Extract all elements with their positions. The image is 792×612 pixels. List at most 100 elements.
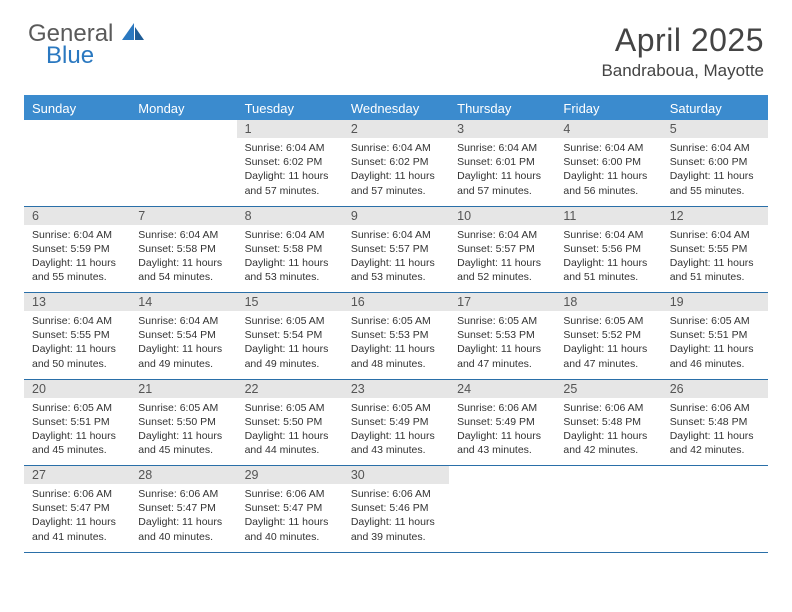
day-number: 21 [130, 380, 236, 398]
daylight-text: Daylight: 11 hours and 43 minutes. [351, 429, 445, 457]
dayname-thursday: Thursday [449, 96, 555, 120]
sunset-text: Sunset: 5:57 PM [351, 242, 445, 256]
day-number: 9 [343, 207, 449, 225]
day-body: Sunrise: 6:06 AMSunset: 5:46 PMDaylight:… [343, 484, 449, 547]
sunrise-text: Sunrise: 6:04 AM [563, 141, 657, 155]
day-cell: 12Sunrise: 6:04 AMSunset: 5:55 PMDayligh… [662, 207, 768, 293]
day-number-empty [24, 120, 130, 138]
sunset-text: Sunset: 5:47 PM [245, 501, 339, 515]
day-body: Sunrise: 6:06 AMSunset: 5:47 PMDaylight:… [237, 484, 343, 547]
daylight-text: Daylight: 11 hours and 48 minutes. [351, 342, 445, 370]
day-number: 6 [24, 207, 130, 225]
day-cell: 7Sunrise: 6:04 AMSunset: 5:58 PMDaylight… [130, 207, 236, 293]
day-number: 7 [130, 207, 236, 225]
day-cell: 19Sunrise: 6:05 AMSunset: 5:51 PMDayligh… [662, 293, 768, 379]
sunset-text: Sunset: 5:57 PM [457, 242, 551, 256]
day-body: Sunrise: 6:06 AMSunset: 5:47 PMDaylight:… [130, 484, 236, 547]
sunrise-text: Sunrise: 6:04 AM [32, 314, 126, 328]
sunset-text: Sunset: 6:02 PM [351, 155, 445, 169]
day-cell: 5Sunrise: 6:04 AMSunset: 6:00 PMDaylight… [662, 120, 768, 206]
daylight-text: Daylight: 11 hours and 39 minutes. [351, 515, 445, 543]
day-cell [555, 466, 661, 552]
dayname-tuesday: Tuesday [237, 96, 343, 120]
daylight-text: Daylight: 11 hours and 46 minutes. [670, 342, 764, 370]
day-number: 2 [343, 120, 449, 138]
sunset-text: Sunset: 5:51 PM [32, 415, 126, 429]
daylight-text: Daylight: 11 hours and 50 minutes. [32, 342, 126, 370]
logo-word-blue: Blue [46, 44, 144, 68]
sunrise-text: Sunrise: 6:05 AM [138, 401, 232, 415]
sunrise-text: Sunrise: 6:04 AM [670, 141, 764, 155]
sunrise-text: Sunrise: 6:05 AM [351, 401, 445, 415]
sunrise-text: Sunrise: 6:04 AM [138, 314, 232, 328]
day-body: Sunrise: 6:05 AMSunset: 5:51 PMDaylight:… [24, 398, 130, 461]
day-cell: 18Sunrise: 6:05 AMSunset: 5:52 PMDayligh… [555, 293, 661, 379]
daylight-text: Daylight: 11 hours and 49 minutes. [138, 342, 232, 370]
day-cell: 15Sunrise: 6:05 AMSunset: 5:54 PMDayligh… [237, 293, 343, 379]
day-body: Sunrise: 6:04 AMSunset: 5:58 PMDaylight:… [237, 225, 343, 288]
daylight-text: Daylight: 11 hours and 57 minutes. [351, 169, 445, 197]
day-body: Sunrise: 6:04 AMSunset: 6:02 PMDaylight:… [343, 138, 449, 201]
daylight-text: Daylight: 11 hours and 53 minutes. [351, 256, 445, 284]
sunset-text: Sunset: 5:50 PM [245, 415, 339, 429]
day-cell: 3Sunrise: 6:04 AMSunset: 6:01 PMDaylight… [449, 120, 555, 206]
sunrise-text: Sunrise: 6:06 AM [245, 487, 339, 501]
location-subtitle: Bandraboua, Mayotte [601, 61, 764, 81]
sunrise-text: Sunrise: 6:04 AM [563, 228, 657, 242]
day-number: 20 [24, 380, 130, 398]
sunset-text: Sunset: 5:54 PM [245, 328, 339, 342]
sunrise-text: Sunrise: 6:04 AM [351, 141, 445, 155]
day-cell: 6Sunrise: 6:04 AMSunset: 5:59 PMDaylight… [24, 207, 130, 293]
sunrise-text: Sunrise: 6:05 AM [351, 314, 445, 328]
sunrise-text: Sunrise: 6:04 AM [32, 228, 126, 242]
day-body: Sunrise: 6:04 AMSunset: 6:02 PMDaylight:… [237, 138, 343, 201]
day-body: Sunrise: 6:05 AMSunset: 5:53 PMDaylight:… [343, 311, 449, 374]
day-number-empty [130, 120, 236, 138]
sunset-text: Sunset: 5:48 PM [670, 415, 764, 429]
daylight-text: Daylight: 11 hours and 53 minutes. [245, 256, 339, 284]
sunset-text: Sunset: 5:54 PM [138, 328, 232, 342]
daylight-text: Daylight: 11 hours and 44 minutes. [245, 429, 339, 457]
day-body: Sunrise: 6:06 AMSunset: 5:48 PMDaylight:… [662, 398, 768, 461]
sunset-text: Sunset: 5:47 PM [138, 501, 232, 515]
day-number: 14 [130, 293, 236, 311]
day-cell: 10Sunrise: 6:04 AMSunset: 5:57 PMDayligh… [449, 207, 555, 293]
month-title: April 2025 [601, 22, 764, 59]
sunrise-text: Sunrise: 6:04 AM [138, 228, 232, 242]
sunset-text: Sunset: 5:56 PM [563, 242, 657, 256]
calendar-table: SundayMondayTuesdayWednesdayThursdayFrid… [24, 95, 768, 553]
day-cell: 30Sunrise: 6:06 AMSunset: 5:46 PMDayligh… [343, 466, 449, 552]
sunrise-text: Sunrise: 6:05 AM [245, 401, 339, 415]
week-row: 20Sunrise: 6:05 AMSunset: 5:51 PMDayligh… [24, 380, 768, 466]
day-number: 16 [343, 293, 449, 311]
day-cell: 21Sunrise: 6:05 AMSunset: 5:50 PMDayligh… [130, 380, 236, 466]
daylight-text: Daylight: 11 hours and 57 minutes. [245, 169, 339, 197]
daylight-text: Daylight: 11 hours and 42 minutes. [563, 429, 657, 457]
logo: General Blue [28, 22, 144, 68]
daylight-text: Daylight: 11 hours and 49 minutes. [245, 342, 339, 370]
day-number: 4 [555, 120, 661, 138]
sunset-text: Sunset: 5:51 PM [670, 328, 764, 342]
day-number: 24 [449, 380, 555, 398]
daylight-text: Daylight: 11 hours and 40 minutes. [138, 515, 232, 543]
sunset-text: Sunset: 5:46 PM [351, 501, 445, 515]
sunrise-text: Sunrise: 6:05 AM [457, 314, 551, 328]
sunset-text: Sunset: 5:49 PM [351, 415, 445, 429]
day-body: Sunrise: 6:04 AMSunset: 5:58 PMDaylight:… [130, 225, 236, 288]
daylight-text: Daylight: 11 hours and 55 minutes. [32, 256, 126, 284]
sunrise-text: Sunrise: 6:06 AM [351, 487, 445, 501]
day-body: Sunrise: 6:04 AMSunset: 5:57 PMDaylight:… [343, 225, 449, 288]
daylight-text: Daylight: 11 hours and 55 minutes. [670, 169, 764, 197]
day-cell: 22Sunrise: 6:05 AMSunset: 5:50 PMDayligh… [237, 380, 343, 466]
daylight-text: Daylight: 11 hours and 47 minutes. [563, 342, 657, 370]
daylight-text: Daylight: 11 hours and 57 minutes. [457, 169, 551, 197]
day-cell: 23Sunrise: 6:05 AMSunset: 5:49 PMDayligh… [343, 380, 449, 466]
sunset-text: Sunset: 6:01 PM [457, 155, 551, 169]
day-cell: 29Sunrise: 6:06 AMSunset: 5:47 PMDayligh… [237, 466, 343, 552]
day-number: 13 [24, 293, 130, 311]
dayname-friday: Friday [555, 96, 661, 120]
sunrise-text: Sunrise: 6:05 AM [32, 401, 126, 415]
day-cell: 13Sunrise: 6:04 AMSunset: 5:55 PMDayligh… [24, 293, 130, 379]
day-number: 10 [449, 207, 555, 225]
daylight-text: Daylight: 11 hours and 42 minutes. [670, 429, 764, 457]
